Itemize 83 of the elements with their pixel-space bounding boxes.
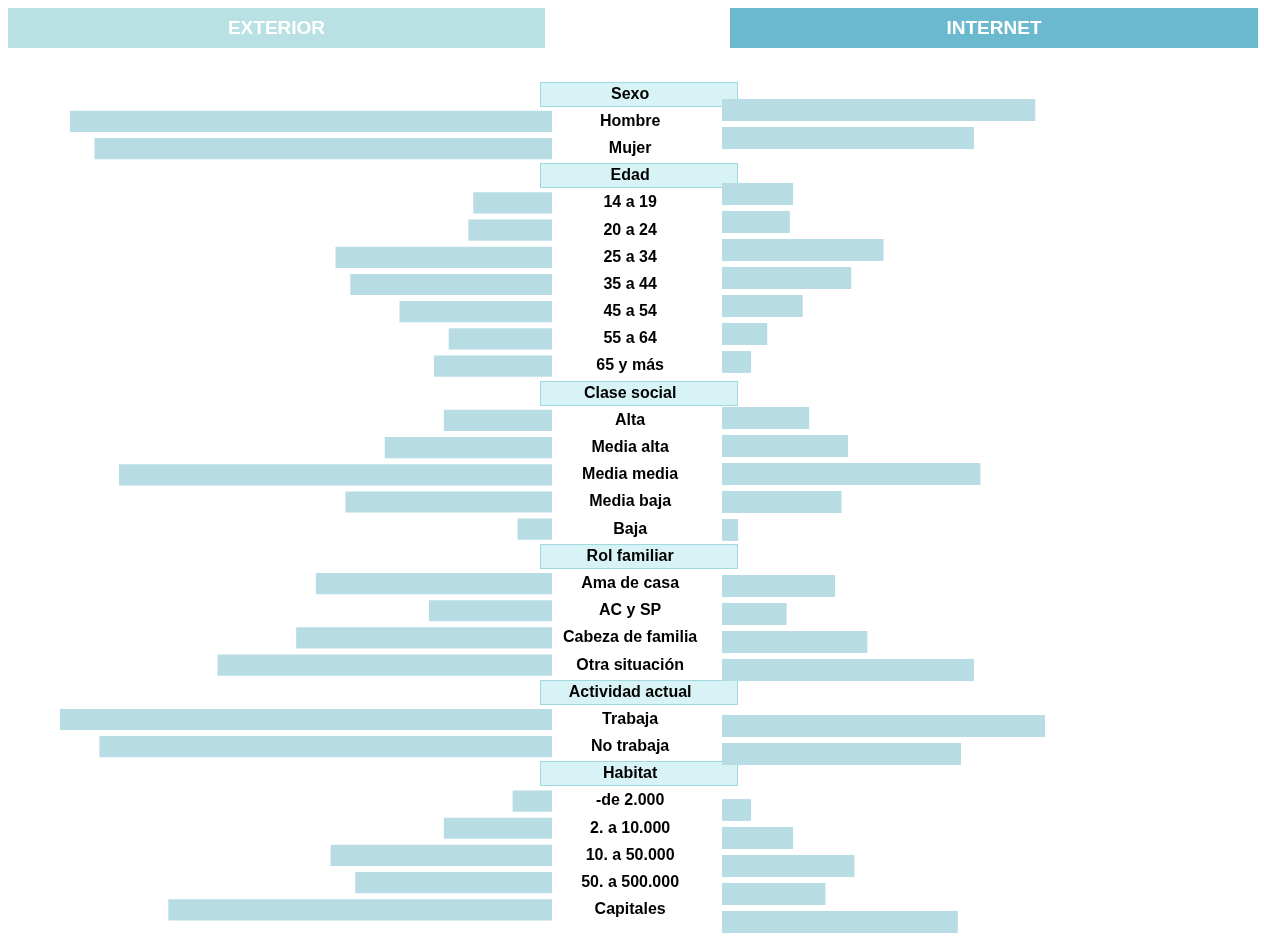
y-tick-label: 2. a 10.000 <box>590 818 671 836</box>
bar <box>355 872 552 894</box>
y-tick-label: Clase social <box>583 383 677 401</box>
y-tick-label: 25 a 34 <box>603 247 657 265</box>
bar <box>722 351 752 373</box>
bar <box>722 855 855 877</box>
bar <box>722 463 981 485</box>
bar <box>94 137 552 160</box>
y-tick-label: 10. a 50.000 <box>585 845 675 863</box>
bar <box>722 491 842 513</box>
y-tick-label: Mujer <box>608 138 652 156</box>
bar <box>384 437 552 459</box>
y-tick-label: 65 y más <box>596 356 665 374</box>
y-tick-label: Media media <box>582 465 679 483</box>
bar <box>722 127 974 149</box>
bar <box>296 627 552 649</box>
bar <box>722 631 868 653</box>
bar <box>722 323 768 345</box>
bar <box>722 267 852 289</box>
bar <box>448 328 552 350</box>
bar <box>722 743 962 765</box>
y-tick-label: Media baja <box>589 492 672 510</box>
y-tick-label: 55 a 64 <box>603 329 657 347</box>
bar <box>473 192 552 214</box>
bar <box>443 817 552 839</box>
bar <box>69 110 552 132</box>
bar <box>517 518 552 540</box>
y-tick-label: 50. a 500.000 <box>581 873 680 891</box>
y-tick-label: No trabaja <box>591 737 670 755</box>
y-tick-label: Media alta <box>591 438 669 456</box>
y-tick-label: Ama de casa <box>581 573 680 591</box>
bar <box>399 301 552 323</box>
bar <box>345 491 552 513</box>
bar <box>99 736 552 758</box>
bar <box>60 708 552 731</box>
chart-title: EXTERIOR <box>8 8 545 48</box>
y-tick-label: 14 a 19 <box>603 193 657 211</box>
bar <box>722 239 884 261</box>
bar <box>722 827 794 849</box>
y-tick-label: Capitales <box>594 900 666 918</box>
y-tick-label: 35 a 44 <box>603 274 657 292</box>
y-tick-label: Baja <box>613 519 648 537</box>
bar <box>335 246 552 268</box>
bar <box>468 219 552 241</box>
bar <box>722 575 836 597</box>
y-tick-label: 20 a 24 <box>603 220 657 238</box>
bar <box>722 799 752 821</box>
y-tick-label: Actividad actual <box>568 682 692 700</box>
bar <box>722 99 1036 121</box>
y-tick-label: Rol familiar <box>586 546 674 564</box>
bar <box>433 355 552 377</box>
bar <box>722 659 974 681</box>
bar <box>429 600 552 622</box>
chart-title: INTERNET <box>730 8 1258 48</box>
y-tick-label: Alta <box>615 410 646 428</box>
y-tick-label: AC y SP <box>599 601 662 619</box>
bar <box>722 435 848 457</box>
bar <box>722 911 958 933</box>
bar <box>722 183 794 205</box>
bar <box>722 603 787 625</box>
y-tick-label: Edad <box>610 166 650 184</box>
bar <box>330 844 552 867</box>
bar <box>722 407 810 429</box>
y-tick-label: Cabeza de familia <box>563 628 698 646</box>
y-tick-label: Hombre <box>599 111 661 129</box>
bar <box>119 464 552 486</box>
bar <box>722 295 803 317</box>
bar <box>350 273 552 296</box>
bar <box>315 572 552 595</box>
y-tick-label: 45 a 54 <box>603 302 657 320</box>
y-tick-label: Habitat <box>603 764 658 782</box>
bar <box>722 519 739 541</box>
bar <box>168 899 552 921</box>
y-tick-label: Trabaja <box>602 709 659 727</box>
y-tick-label: Otra situación <box>576 655 684 673</box>
y-tick-label: -de 2.000 <box>595 791 665 809</box>
bar <box>722 715 1045 737</box>
bar <box>722 211 790 233</box>
y-tick-label: Sexo <box>611 84 650 102</box>
bar <box>217 654 552 676</box>
bar <box>512 790 552 812</box>
bar <box>722 883 826 905</box>
bar <box>443 409 552 432</box>
